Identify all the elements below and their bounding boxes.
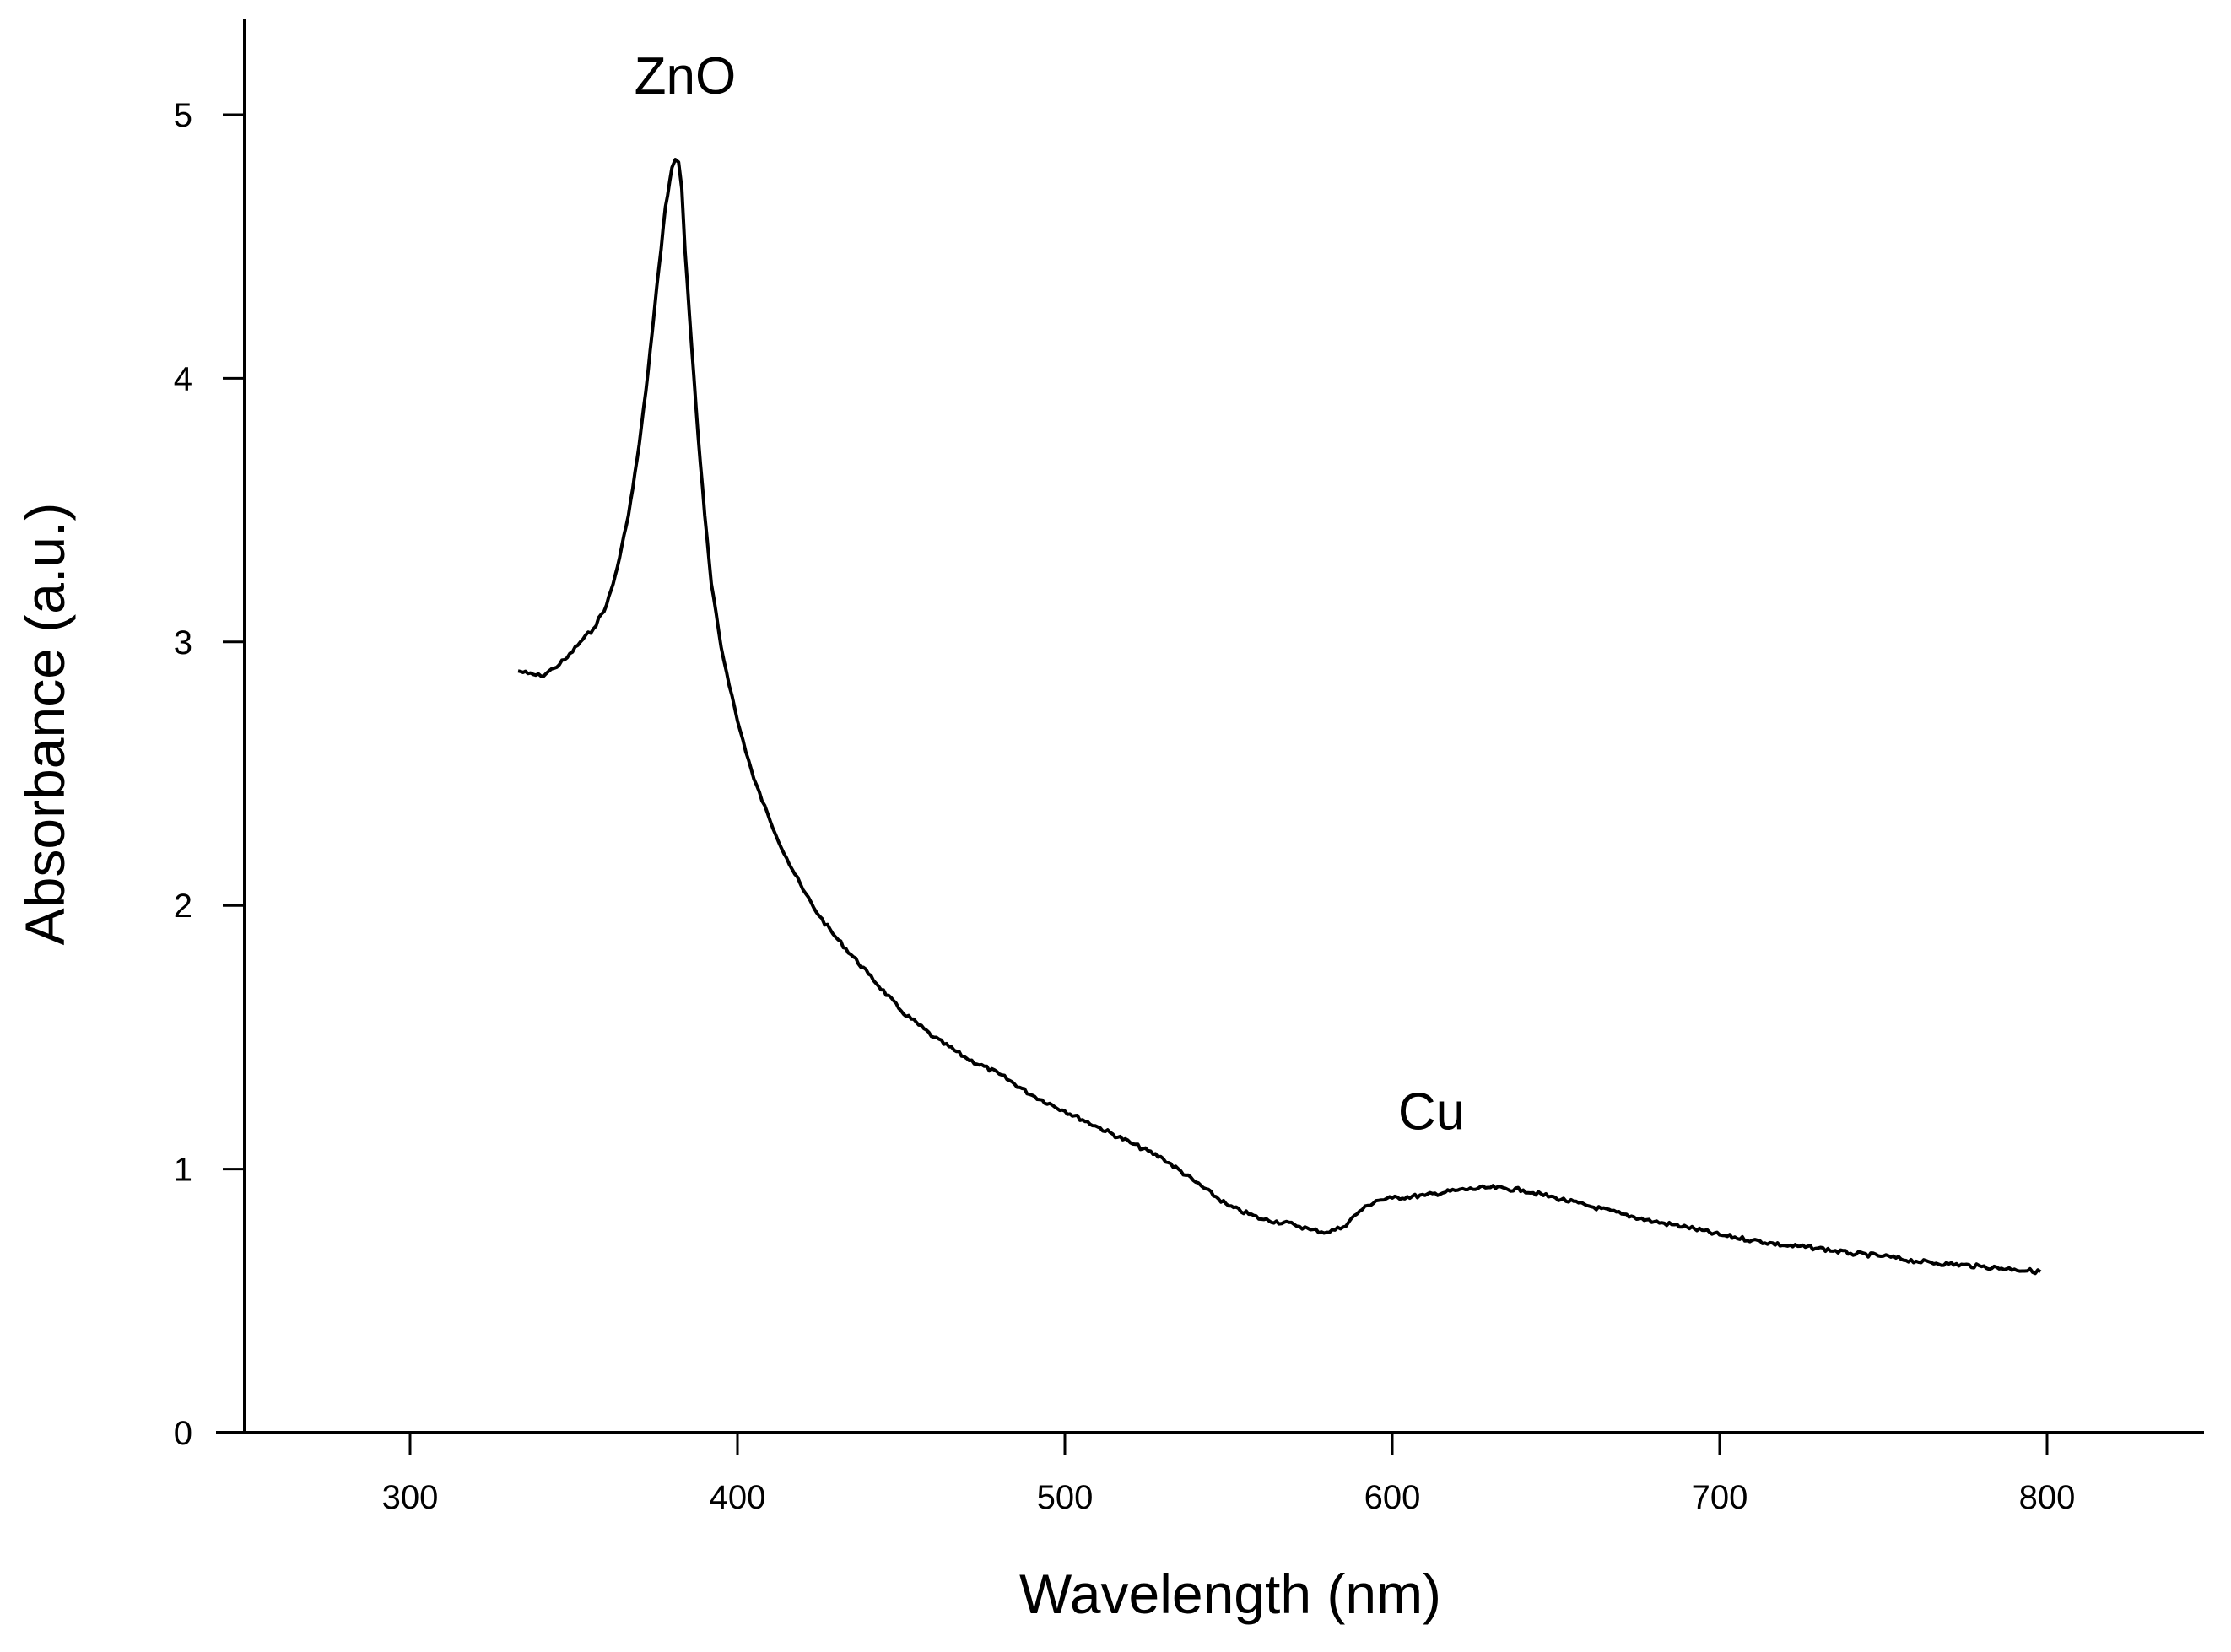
x-tick-label-700: 700 [1692,1479,1748,1516]
data-series [517,158,2042,1276]
y-axis-ticks: 0 1 2 3 4 5 [174,97,245,1452]
annotation-cu: Cu [1398,1083,1465,1142]
x-tick-label-400: 400 [710,1479,766,1516]
y-tick-label-1: 1 [174,1152,192,1189]
y-tick-label-5: 5 [174,97,192,134]
annotations: ZnO Cu [635,47,1466,1142]
x-tick-label-500: 500 [1037,1479,1094,1516]
series-line-absorbance [517,158,2042,1276]
x-axis-title: Wavelength (nm) [1019,1563,1441,1625]
y-axis-title: Absorbance (a.u.) [14,503,76,946]
y-tick-label-3: 3 [174,624,192,661]
y-tick-label-0: 0 [174,1415,192,1452]
x-axis-ticks: 300 400 500 600 700 800 [382,1433,2076,1516]
annotation-zno: ZnO [635,47,737,105]
x-tick-label-800: 800 [2019,1479,2076,1516]
y-tick-label-4: 4 [174,360,192,397]
y-tick-label-2: 2 [174,888,192,925]
axes [216,19,2204,1434]
x-tick-label-600: 600 [1364,1479,1421,1516]
x-tick-label-300: 300 [382,1479,439,1516]
